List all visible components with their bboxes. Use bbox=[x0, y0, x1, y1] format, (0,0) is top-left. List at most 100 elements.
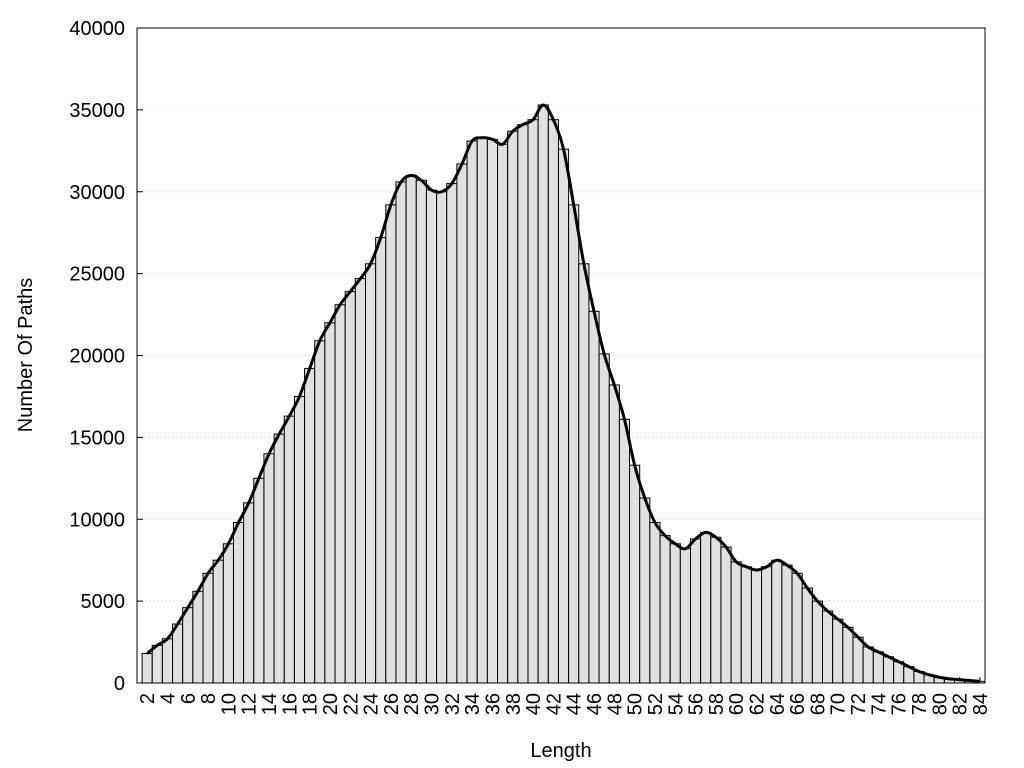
bar bbox=[456, 163, 468, 684]
bar bbox=[761, 566, 773, 684]
y-tick-label: 10000 bbox=[69, 509, 125, 531]
bar bbox=[222, 543, 234, 684]
bar bbox=[811, 600, 824, 684]
bar bbox=[527, 119, 539, 684]
x-tick-label: 2 bbox=[137, 693, 159, 704]
bar bbox=[710, 536, 722, 684]
x-tick-label: 66 bbox=[787, 693, 809, 715]
x-tick-label: 52 bbox=[645, 693, 667, 715]
bar bbox=[517, 124, 529, 684]
x-tick-label: 74 bbox=[868, 693, 890, 715]
y-tick-label: 35000 bbox=[69, 100, 125, 122]
bar bbox=[151, 644, 163, 684]
bar bbox=[872, 651, 884, 684]
bar bbox=[293, 395, 306, 684]
bar bbox=[415, 179, 427, 684]
bar bbox=[446, 183, 458, 684]
x-tick-label: 26 bbox=[381, 693, 403, 715]
x-tick-label: 24 bbox=[361, 693, 383, 715]
bar bbox=[659, 535, 671, 684]
bar bbox=[862, 646, 874, 684]
x-tick-label: 64 bbox=[767, 693, 789, 715]
bar bbox=[253, 477, 265, 684]
bar bbox=[689, 538, 702, 684]
x-tick-label: 56 bbox=[686, 693, 708, 715]
bar bbox=[263, 453, 275, 684]
x-tick-label: 42 bbox=[543, 693, 565, 715]
bar bbox=[700, 531, 712, 684]
bar bbox=[395, 181, 407, 684]
bar bbox=[365, 263, 377, 684]
x-tick-label: 34 bbox=[462, 693, 484, 715]
y-tick-label: 40000 bbox=[69, 18, 125, 40]
plot-frame bbox=[136, 27, 986, 684]
bar bbox=[730, 561, 742, 684]
bar bbox=[354, 278, 367, 684]
x-tick-label: 12 bbox=[239, 693, 261, 715]
trend-line bbox=[146, 103, 981, 683]
x-tick-label: 82 bbox=[950, 693, 972, 715]
bar bbox=[608, 384, 620, 684]
bar bbox=[822, 610, 834, 684]
x-tick-label: 80 bbox=[929, 693, 951, 715]
bar bbox=[375, 237, 387, 684]
bar bbox=[476, 137, 488, 684]
bar bbox=[425, 189, 438, 684]
bar bbox=[598, 353, 610, 684]
x-tick-label: 30 bbox=[422, 693, 444, 715]
y-tick-label: 30000 bbox=[69, 182, 125, 204]
bar bbox=[182, 607, 194, 684]
bar bbox=[385, 204, 397, 684]
x-tick-label: 40 bbox=[523, 693, 545, 715]
bar bbox=[639, 497, 651, 684]
bar bbox=[324, 322, 336, 684]
bar bbox=[750, 569, 763, 684]
x-tick-label: 84 bbox=[970, 693, 992, 715]
bar bbox=[801, 587, 813, 684]
bar bbox=[578, 263, 590, 684]
x-tick-label: 14 bbox=[259, 693, 281, 715]
bar bbox=[161, 638, 174, 684]
bar bbox=[669, 543, 681, 684]
x-tick-label: 28 bbox=[401, 693, 423, 715]
bar bbox=[212, 559, 224, 684]
bar bbox=[791, 572, 803, 684]
x-tick-label: 32 bbox=[442, 693, 464, 715]
bar bbox=[568, 204, 580, 684]
bar bbox=[537, 104, 549, 684]
bar bbox=[334, 304, 346, 684]
x-tick-label: 70 bbox=[828, 693, 850, 715]
bar bbox=[618, 418, 631, 684]
x-tick-label: 4 bbox=[157, 693, 179, 704]
bar bbox=[304, 368, 316, 684]
bar bbox=[629, 464, 641, 684]
bar bbox=[243, 502, 255, 684]
x-tick-label: 48 bbox=[604, 693, 626, 715]
y-axis-label: Number Of Paths bbox=[15, 278, 37, 433]
x-axis-label: Length bbox=[530, 740, 591, 762]
x-tick-label: 72 bbox=[848, 693, 870, 715]
bar bbox=[436, 191, 448, 684]
bar bbox=[588, 310, 600, 684]
y-tick-label: 5000 bbox=[81, 591, 126, 613]
x-tick-label: 10 bbox=[218, 693, 240, 715]
bar bbox=[314, 340, 326, 684]
x-tick-label: 60 bbox=[726, 693, 748, 715]
bar bbox=[547, 119, 559, 684]
bar bbox=[882, 656, 895, 684]
y-tick-label: 15000 bbox=[69, 427, 125, 449]
bar bbox=[273, 433, 285, 684]
bar bbox=[557, 148, 570, 684]
bar bbox=[852, 636, 864, 684]
bar bbox=[649, 522, 661, 684]
x-tick-label: 50 bbox=[625, 693, 647, 715]
y-tick-label: 0 bbox=[114, 673, 125, 695]
bar bbox=[679, 548, 691, 684]
x-tick-label: 62 bbox=[746, 693, 768, 715]
bar bbox=[172, 623, 184, 684]
y-tick-label: 20000 bbox=[69, 346, 125, 368]
bar bbox=[486, 138, 499, 684]
bar bbox=[141, 653, 153, 684]
bar bbox=[842, 626, 854, 684]
